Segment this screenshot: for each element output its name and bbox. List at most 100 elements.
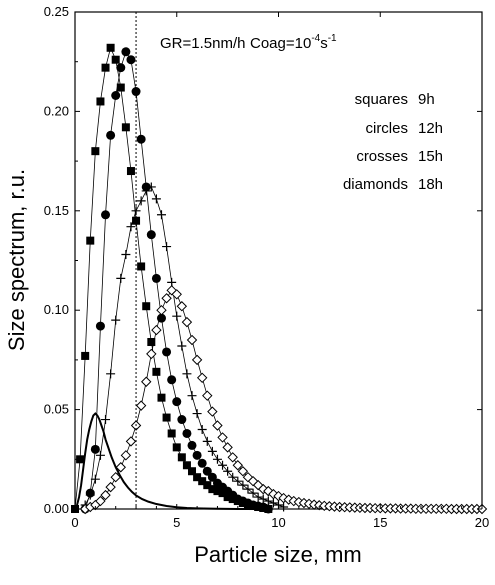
point-diamond (217, 432, 228, 443)
point-diamond (227, 452, 238, 463)
point-cross (263, 496, 273, 506)
point-square (116, 83, 125, 92)
point-cross (182, 369, 192, 379)
point-diamond (171, 289, 182, 300)
legend-value-circles: 12h (418, 120, 443, 137)
point-circle (131, 87, 141, 97)
point-cross (192, 409, 202, 419)
point-square (121, 123, 130, 132)
point-square (213, 487, 222, 496)
point-circle (182, 428, 192, 438)
point-square (198, 477, 207, 486)
point-cross (141, 186, 151, 196)
point-cross (212, 454, 222, 464)
point-circle (126, 55, 136, 65)
point-square (223, 493, 232, 502)
point-cross (279, 502, 289, 512)
point-circle (263, 504, 273, 514)
point-square (137, 262, 146, 271)
y-tick-label: 0.10 (44, 302, 69, 317)
point-square (81, 351, 90, 360)
point-square (203, 481, 212, 490)
annotation-coag-unit-exponent: -1 (328, 33, 337, 44)
point-diamond (141, 376, 152, 387)
point-cross (243, 484, 253, 494)
point-cross (85, 490, 95, 500)
point-square (218, 489, 227, 498)
series-line-diamond (85, 289, 482, 510)
point-cross (268, 498, 278, 508)
x-tick-label: 15 (373, 515, 387, 530)
point-cross (228, 472, 238, 482)
annotation-coag-prefix: Coag=10 (250, 35, 311, 52)
point-cross (116, 273, 126, 283)
point-cross (233, 476, 243, 486)
point-circle (121, 47, 131, 57)
tick-layer: 0 5 10 15 20 0.00 0.05 0.10 0.15 0.20 0.25 (44, 4, 490, 530)
legend-label-crosses: crosses (356, 148, 408, 165)
point-square (96, 97, 105, 106)
point-square (147, 338, 156, 347)
point-diamond (212, 420, 223, 431)
y-tick-label: 0.00 (44, 501, 69, 516)
point-diamond (166, 285, 177, 296)
point-circle (162, 347, 172, 357)
point-cross (197, 424, 207, 434)
series-layer (71, 43, 488, 515)
point-cross (106, 369, 116, 379)
point-diamond (110, 471, 121, 483)
legend-value-crosses: 15h (418, 148, 443, 165)
point-circle (202, 466, 212, 476)
annotation-gr: GR=1.5nm/h (160, 35, 245, 52)
point-cross (121, 250, 131, 260)
point-circle (146, 230, 156, 240)
y-tick-label: 0.05 (44, 402, 69, 417)
point-cross (253, 492, 263, 502)
point-diamond (135, 400, 147, 411)
point-square (193, 473, 202, 482)
point-diamond (151, 324, 162, 336)
y-tick-label: 0.15 (44, 203, 69, 218)
point-square (162, 413, 171, 422)
point-square (111, 55, 120, 64)
legend-label-circles: circles (365, 120, 408, 137)
point-cross (101, 415, 111, 425)
point-cross (187, 391, 197, 401)
point-square (177, 453, 186, 462)
legend-value-diamonds: 18h (418, 176, 443, 193)
point-diamond (191, 354, 203, 366)
point-cross (223, 466, 233, 476)
legend-label-diamonds: diamonds (343, 176, 408, 193)
point-square (76, 455, 85, 464)
series-line-none (74, 412, 259, 510)
y-axis-title: Size spectrum, r.u. (4, 169, 29, 351)
point-circle (197, 458, 207, 468)
point-cross (172, 311, 182, 321)
x-axis-title: Particle size, mm (194, 542, 361, 567)
point-cross (248, 488, 258, 498)
series-line-circle (84, 50, 269, 510)
point-cross (146, 182, 156, 192)
point-cross (238, 480, 248, 490)
point-square (188, 467, 197, 476)
point-square (126, 167, 135, 176)
point-diamond (247, 475, 259, 487)
point-square (157, 393, 166, 402)
point-diamond (105, 481, 116, 493)
annotation-coag-exponent: -4 (311, 33, 320, 44)
point-circle (90, 444, 100, 454)
point-cross (258, 494, 268, 504)
series-cross (80, 182, 289, 512)
point-circle (106, 130, 116, 140)
point-diamond (120, 450, 132, 461)
point-square (91, 147, 100, 156)
point-diamond (156, 304, 167, 316)
point-square (208, 485, 217, 494)
point-cross (126, 222, 136, 232)
point-diamond (207, 406, 218, 417)
point-circle (136, 134, 146, 144)
legend-label-squares: squares (355, 91, 408, 108)
point-diamond (202, 390, 213, 401)
point-circle (101, 210, 111, 220)
